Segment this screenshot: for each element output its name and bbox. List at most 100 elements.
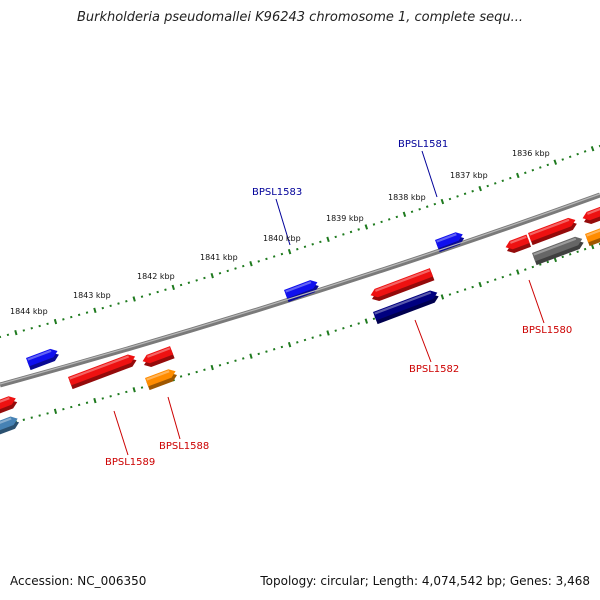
outer-ruler-major-tick: [132, 296, 136, 302]
outer-ruler-minor-tick: [418, 207, 421, 211]
outer-ruler-minor-tick: [77, 313, 81, 317]
gene-feature-face: [370, 268, 434, 298]
outer-ruler-minor-tick: [265, 257, 268, 261]
inner-ruler-minor-tick: [101, 397, 105, 400]
gene-feature[interactable]: [532, 235, 585, 266]
outer-ruler-minor-tick: [456, 195, 459, 198]
gene-feature[interactable]: [373, 288, 440, 325]
gene-feature-gloss: [146, 370, 170, 381]
outer-ruler-minor-tick: [296, 247, 299, 251]
gene-feature-gloss: [374, 291, 432, 315]
inner-ruler-minor-tick: [568, 253, 572, 256]
inner-ruler-minor-tick: [179, 375, 183, 378]
inner-ruler-minor-tick: [30, 416, 33, 419]
inner-ruler-track: [0, 242, 600, 428]
gene-feature[interactable]: [581, 202, 600, 226]
outer-ruler-minor-tick: [357, 228, 360, 231]
outer-ruler-minor-tick: [242, 264, 245, 268]
gene-feature-face: [532, 236, 583, 262]
inner-ruler-major-tick: [364, 318, 369, 324]
outer-ruler-track: [0, 144, 600, 339]
inner-ruler-minor-tick: [303, 338, 307, 342]
inner-ruler-major-tick: [516, 269, 520, 275]
outer-ruler-minor-tick: [539, 166, 542, 169]
outer-ruler-minor-tick: [272, 255, 276, 258]
inner-ruler-minor-tick: [486, 280, 489, 284]
gene-label[interactable]: BPSL1588: [159, 441, 209, 452]
gene-feature-gloss: [0, 397, 10, 407]
gene-label[interactable]: BPSL1580: [522, 325, 572, 336]
ruler-label: 1840 kbp: [263, 234, 301, 243]
inner-ruler-major-tick: [287, 341, 292, 348]
gene-feature[interactable]: [68, 352, 138, 390]
outer-ruler-minor-tick: [395, 215, 399, 219]
outer-ruler-minor-tick: [319, 240, 322, 244]
inner-ruler-minor-tick: [372, 317, 376, 320]
outer-ruler-minor-tick: [509, 176, 512, 180]
gene-feature[interactable]: [145, 367, 179, 391]
gene-feature-face: [142, 346, 174, 364]
outer-ruler-major-tick: [210, 272, 214, 279]
gene-feature[interactable]: [0, 414, 21, 438]
ruler-label: 1838 kbp: [388, 193, 426, 202]
outer-ruler-minor-tick: [486, 184, 489, 188]
outer-ruler-minor-tick: [6, 333, 10, 337]
inner-ruler-minor-tick: [46, 412, 49, 415]
inner-ruler-major-tick: [249, 353, 253, 359]
outer-ruler-minor-tick: [576, 152, 579, 156]
gene-feature-face: [505, 234, 530, 250]
gene-feature-gloss: [146, 347, 171, 358]
outer-ruler-minor-tick: [311, 243, 314, 246]
outer-ruler-minor-tick: [187, 281, 191, 284]
outer-ruler-minor-tick: [218, 272, 222, 275]
outer-ruler-minor-tick: [334, 235, 337, 239]
outer-ruler-minor-tick: [70, 315, 73, 319]
gene-feature[interactable]: [141, 346, 175, 369]
outer-ruler-minor-tick: [303, 245, 307, 249]
outer-ruler-major-tick: [249, 261, 253, 267]
inner-ruler-minor-tick: [234, 359, 237, 362]
outer-ruler-major-tick: [93, 307, 97, 314]
gene-label[interactable]: BPSL1583: [252, 187, 302, 198]
outer-ruler-minor-tick: [22, 329, 26, 332]
inner-ruler-minor-tick: [576, 250, 579, 254]
gene-feature-face: [0, 396, 16, 413]
gene-feature[interactable]: [435, 230, 466, 253]
outer-ruler-minor-tick: [531, 168, 535, 172]
inner-ruler-major-tick: [478, 281, 482, 288]
outer-ruler-minor-tick: [349, 230, 353, 234]
inner-ruler-major-tick: [132, 387, 136, 393]
inner-ruler-minor-tick: [456, 290, 459, 294]
outer-ruler-minor-tick: [372, 223, 376, 226]
outer-ruler-minor-tick: [342, 233, 345, 236]
gene-feature[interactable]: [585, 223, 600, 247]
outer-ruler-minor-tick: [38, 324, 41, 328]
gene-feature[interactable]: [528, 216, 578, 246]
outer-ruler-major-tick: [14, 329, 18, 336]
gene-feature[interactable]: [26, 347, 61, 371]
inner-ruler-minor-tick: [125, 390, 128, 394]
gene-feature[interactable]: [369, 268, 435, 303]
gene-label[interactable]: BPSL1582: [409, 364, 459, 375]
gene-feature-gloss: [27, 349, 52, 361]
outer-ruler-major-tick: [53, 318, 58, 325]
outer-ruler-major-tick: [553, 159, 558, 165]
inner-ruler-minor-tick: [319, 334, 322, 337]
callout-line: [113, 410, 129, 456]
inner-ruler-major-tick: [53, 408, 58, 414]
inner-ruler-minor-tick: [531, 265, 535, 269]
inner-ruler-minor-tick: [272, 348, 276, 351]
gene-feature[interactable]: [0, 394, 19, 417]
inner-ruler-minor-tick: [85, 401, 89, 404]
inner-ruler-minor-tick: [583, 247, 587, 251]
outer-ruler-minor-tick: [101, 306, 105, 310]
gene-features[interactable]: [0, 202, 600, 438]
outer-ruler-minor-tick: [524, 171, 527, 175]
gene-feature-gloss: [436, 233, 457, 243]
gene-feature[interactable]: [504, 234, 532, 256]
gene-feature-face: [26, 348, 58, 367]
outer-ruler-major-tick: [516, 172, 520, 179]
gene-label[interactable]: BPSL1589: [105, 457, 155, 468]
gene-label[interactable]: BPSL1581: [398, 139, 448, 150]
inner-ruler-minor-tick: [539, 263, 542, 266]
